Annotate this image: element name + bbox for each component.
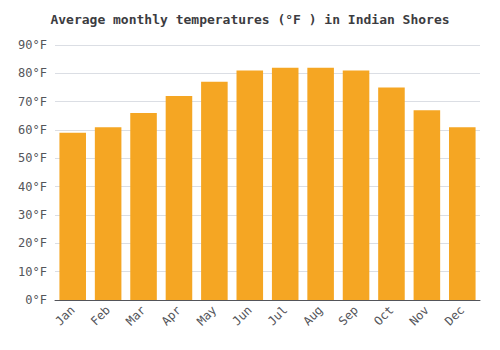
svg-text:Jul: Jul <box>265 303 290 328</box>
svg-text:80°F: 80°F <box>18 66 47 80</box>
svg-text:60°F: 60°F <box>18 123 47 137</box>
svg-text:Jun: Jun <box>230 303 255 328</box>
svg-text:0°F: 0°F <box>25 293 47 307</box>
svg-text:Oct: Oct <box>371 303 396 328</box>
svg-text:70°F: 70°F <box>18 95 47 109</box>
svg-text:Nov: Nov <box>407 303 432 328</box>
svg-text:10°F: 10°F <box>18 265 47 279</box>
svg-text:40°F: 40°F <box>18 180 47 194</box>
svg-text:Dec: Dec <box>442 303 467 328</box>
svg-text:Aug: Aug <box>300 303 325 328</box>
svg-text:Apr: Apr <box>159 303 184 328</box>
svg-text:Feb: Feb <box>88 303 113 328</box>
svg-text:20°F: 20°F <box>18 236 47 250</box>
svg-text:Average monthly temperatures (: Average monthly temperatures (°F ) in In… <box>50 12 449 27</box>
svg-text:90°F: 90°F <box>18 38 47 52</box>
svg-text:Sep: Sep <box>336 303 361 328</box>
svg-text:May: May <box>194 303 219 328</box>
svg-text:50°F: 50°F <box>18 151 47 165</box>
svg-text:Jan: Jan <box>52 303 77 328</box>
svg-text:Mar: Mar <box>123 303 148 328</box>
svg-text:30°F: 30°F <box>18 208 47 222</box>
